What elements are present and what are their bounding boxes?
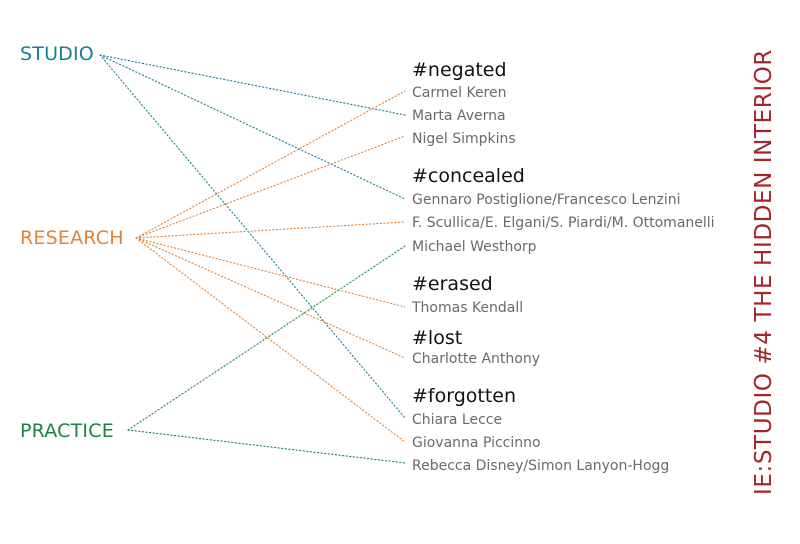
category-studio: STUDIO — [20, 43, 94, 65]
link-studio-lecce — [99, 54, 406, 419]
tag-forgotten: #forgotten — [412, 385, 517, 407]
link-studio-postiglione — [99, 54, 406, 200]
tag-lost: #lost — [412, 327, 463, 349]
author-lecce: Chiara Lecce — [412, 412, 503, 428]
side-title: IE:STUDIO #4 THE HIDDEN INTERIOR — [751, 48, 777, 496]
author-postiglione: Gennaro Postiglione/Francesco Lenzini — [412, 192, 681, 208]
tag-negated: #negated — [412, 59, 507, 81]
link-research-piccinno — [135, 237, 406, 443]
author-simpkins: Nigel Simpkins — [412, 131, 516, 147]
link-research-simpkins — [135, 135, 406, 239]
author-scullica: F. Scullica/E. Elgani/S. Piardi/M. Ottom… — [412, 215, 715, 231]
author-averna: Marta Averna — [412, 108, 506, 124]
link-practice-westhorp — [127, 245, 406, 431]
author-westhorp: Michael Westhorp — [412, 239, 537, 255]
link-research-kendall — [135, 237, 406, 308]
author-keren: Carmel Keren — [412, 85, 507, 101]
link-studio-averna — [99, 54, 406, 116]
link-research-scullica — [135, 221, 406, 239]
tag-erased: #erased — [412, 273, 493, 295]
category-practice: PRACTICE — [20, 420, 114, 442]
link-research-anthony — [135, 237, 406, 359]
link-research-keren — [135, 90, 406, 239]
author-kendall: Thomas Kendall — [412, 300, 524, 316]
author-anthony: Charlotte Anthony — [412, 351, 541, 367]
link-practice-disney — [127, 429, 406, 464]
author-piccinno: Giovanna Piccinno — [412, 435, 541, 451]
author-disney: Rebecca Disney/Simon Lanyon-Hogg — [412, 458, 670, 474]
category-research: RESEARCH — [20, 227, 124, 249]
tag-concealed: #concealed — [412, 165, 525, 187]
